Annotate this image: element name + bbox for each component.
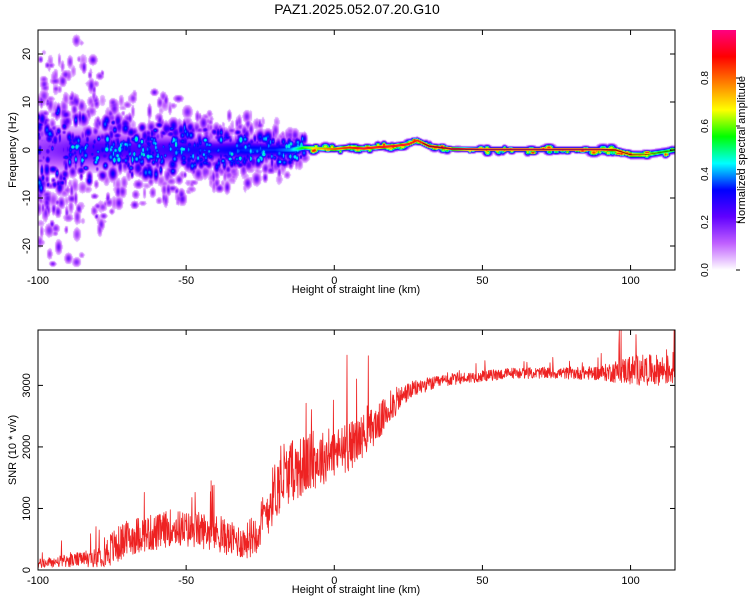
snr-y-axis-label: SNR (10 * v/v) xyxy=(7,415,19,485)
colorbar-tick-label: 0.6 xyxy=(700,119,711,133)
x-tick-label: -100 xyxy=(27,575,49,587)
x-tick-label: -50 xyxy=(178,275,194,287)
x-tick-label: 50 xyxy=(476,275,488,287)
y-tick-label: 20 xyxy=(21,48,33,60)
snr-x-axis: -100 -50 0 50 100 xyxy=(27,330,640,587)
snr-frame xyxy=(37,329,676,571)
colorbar-ticks: 0.0 0.2 0.4 0.6 0.8 xyxy=(700,71,740,277)
colorbar-tick-label: 0.4 xyxy=(700,167,711,181)
x-tick-label: -50 xyxy=(178,575,194,587)
chart-title: PAZ1.2025.052.07.20.G10 xyxy=(274,1,440,17)
snr-y-axis: 0 1000 2000 3000 xyxy=(21,373,675,573)
spectrogram-y-axis-label: Frequency (Hz) xyxy=(7,112,19,188)
y-tick-label: 10 xyxy=(21,96,33,108)
spectrogram-y-axis: -20 -10 0 10 20 xyxy=(21,48,675,254)
x-tick-label: -100 xyxy=(27,275,49,287)
y-tick-label: 3000 xyxy=(21,373,33,397)
ridge-center-line xyxy=(423,143,676,156)
snr-x-axis-label: Height of straight line (km) xyxy=(292,584,420,596)
y-tick-label: 2000 xyxy=(21,435,33,459)
colorbar-gradient xyxy=(712,30,736,270)
y-tick-label: -20 xyxy=(21,238,33,254)
x-tick-label: 0 xyxy=(331,275,337,287)
spectrogram-ridge-line xyxy=(423,143,676,156)
x-tick-label: 100 xyxy=(621,275,639,287)
y-tick-label: 1000 xyxy=(21,496,33,520)
spectrogram-heatmap xyxy=(38,30,675,270)
y-tick-label: 0 xyxy=(21,567,33,573)
spectrogram-x-axis-label: Height of straight line (km) xyxy=(292,284,420,296)
y-tick-label: 0 xyxy=(21,147,33,153)
colorbar: 0.0 0.2 0.4 0.6 0.8 Normalized spectral ampl… xyxy=(700,30,748,277)
snr-panel: -100 -50 0 50 100 0 1000 2000 3000 Height of st… xyxy=(7,329,676,596)
colorbar-tick-label: 0.8 xyxy=(700,71,711,85)
colorbar-tick-label: 0.2 xyxy=(700,215,711,229)
y-tick-label: -10 xyxy=(21,190,33,206)
spectrogram-x-axis: -100 -50 0 50 100 xyxy=(27,30,640,287)
colorbar-tick-label: 0.0 xyxy=(700,263,711,277)
x-tick-label: 50 xyxy=(476,575,488,587)
x-tick-label: 100 xyxy=(621,575,639,587)
colorbar-label: Normalized spectral amplitude xyxy=(736,76,748,224)
snr-series-line xyxy=(37,329,676,568)
x-tick-label: 0 xyxy=(331,575,337,587)
